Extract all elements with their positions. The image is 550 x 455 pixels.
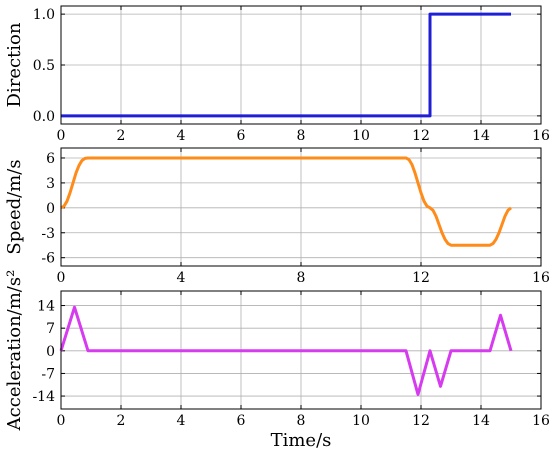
acceleration-x-tick-label: 4 (177, 413, 186, 429)
direction-x-tick-label: 16 (532, 128, 550, 144)
direction-y-tick-label: 0.5 (33, 58, 55, 74)
speed-y-axis-label: Speed/m/s (4, 159, 25, 254)
direction-x-tick-label: 12 (412, 128, 430, 144)
acceleration-x-tick-label: 0 (57, 413, 66, 429)
speed-y-tick-label: 6 (46, 151, 55, 167)
direction-x-tick-label: 6 (237, 128, 246, 144)
speed-axes-frame (60, 147, 542, 267)
direction-x-tick-label: 4 (177, 128, 186, 144)
speed-y-tick-label: 3 (46, 176, 55, 192)
direction-panel: 0 2 4 6 8 10 12 14 16 0.0 0.5 1.0 Direction (4, 5, 550, 144)
direction-x-tick-label: 10 (352, 128, 370, 144)
acceleration-y-tick-label: 7 (46, 321, 55, 337)
acceleration-y-tick-label: 14 (37, 299, 55, 315)
direction-x-tick-label: 2 (117, 128, 126, 144)
direction-x-tick-label: 14 (472, 128, 490, 144)
direction-x-tick-label: 8 (297, 128, 306, 144)
speed-y-tick-label: -3 (41, 226, 55, 242)
speed-x-tick-label: 4 (177, 270, 186, 286)
acceleration-x-tick-label: 16 (532, 413, 550, 429)
acceleration-axes-frame (60, 290, 542, 410)
direction-series-line (61, 12, 511, 118)
acceleration-x-tick-label: 2 (117, 413, 126, 429)
acceleration-y-tick-label: -14 (32, 389, 55, 405)
acceleration-x-tick-label: 10 (352, 413, 370, 429)
speed-x-tick-label: 12 (412, 270, 430, 286)
direction-y-axis-label: Direction (4, 22, 25, 107)
acceleration-y-tick-label: -7 (41, 366, 55, 382)
direction-axes-frame (60, 5, 542, 125)
direction-y-tick-label: 0.0 (33, 109, 55, 125)
acceleration-x-axis-label: Time/s (271, 430, 332, 451)
direction-y-tick-label: 1.0 (33, 7, 55, 23)
speed-panel: 0 4 8 12 16 6 3 0 -3 -6 Speed/m/s (4, 147, 550, 286)
speed-x-tick-label: 16 (532, 270, 550, 286)
acceleration-y-tick-label: 0 (46, 344, 55, 360)
acceleration-series-line (59, 305, 513, 396)
acceleration-y-axis-label: Acceleration/m/s² (4, 270, 25, 432)
speed-x-tick-label: 0 (57, 270, 66, 286)
acceleration-x-tick-label: 14 (472, 413, 490, 429)
direction-x-tick-label: 0 (57, 128, 66, 144)
acceleration-x-tick-label: 6 (237, 413, 246, 429)
speed-y-tick-label: -6 (41, 251, 55, 267)
acceleration-panel: 0 2 4 6 8 10 12 14 16 14 7 0 -7 -14 Acceleration/m/s² T… (4, 270, 550, 451)
speed-x-tick-label: 8 (297, 270, 306, 286)
speed-y-tick-label: 0 (46, 201, 55, 217)
acceleration-x-tick-label: 8 (297, 413, 306, 429)
speed-series-line (60, 156, 512, 247)
acceleration-x-tick-label: 12 (412, 413, 430, 429)
